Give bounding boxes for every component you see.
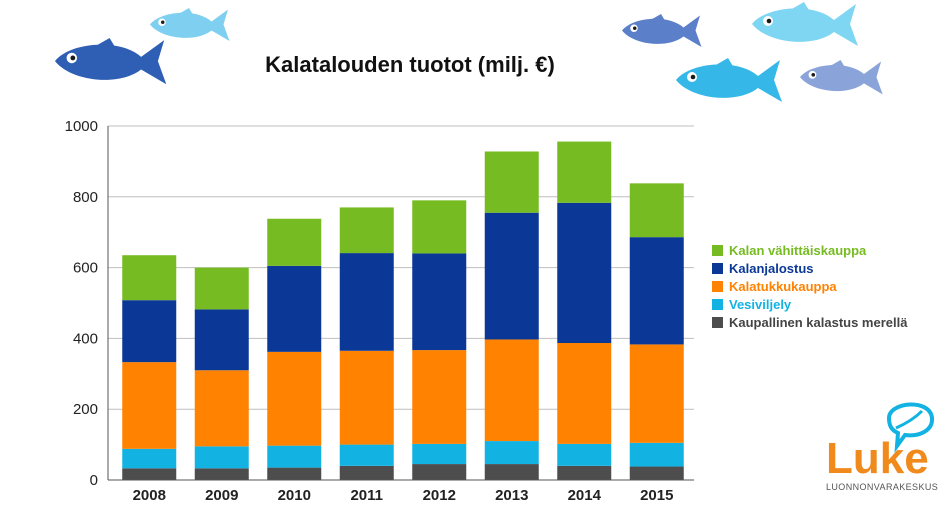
x-tick-label: 2014 [568, 487, 602, 504]
bar-segment [484, 441, 539, 465]
legend-label: Vesiviljely [729, 297, 792, 312]
x-tick-label: 2008 [133, 487, 166, 504]
bar-segment [484, 212, 539, 340]
bar-segment [339, 444, 394, 466]
bar-segment [557, 141, 612, 203]
bar-segment [484, 151, 539, 213]
x-tick-label: 2015 [640, 487, 673, 504]
bar-segment [412, 464, 467, 480]
legend-swatch [712, 263, 723, 274]
bar-segment [557, 343, 612, 444]
legend-label: Kalanjalostus [729, 261, 814, 276]
bar-segment [267, 445, 322, 468]
fish-icon [676, 58, 782, 102]
x-tick-label: 2011 [350, 487, 383, 504]
x-tick-label: 2012 [423, 487, 456, 504]
legend: Kalan vähittäiskauppa Kalanjalostus Kalatu… [712, 243, 908, 330]
luke-logo: Luke LUONNONVARAKESKUS [826, 402, 938, 492]
leaf-speech-icon [886, 402, 934, 453]
fish-icon [622, 14, 702, 47]
fish-icon [800, 60, 883, 95]
fish-decorations [55, 2, 883, 102]
bar-segment [557, 202, 612, 344]
bar-segment [629, 237, 684, 345]
bar-segment [194, 446, 249, 469]
bar-segment [412, 443, 467, 465]
legend-swatch [712, 281, 723, 292]
y-tick-label: 0 [90, 472, 98, 489]
bar-segment [194, 370, 249, 447]
y-tick-label: 1000 [65, 118, 98, 135]
bar-segment [267, 218, 322, 266]
bar-segment [629, 183, 684, 238]
chart-title: Kalatalouden tuotot (milj. €) [265, 52, 555, 77]
y-tick-label: 400 [73, 330, 98, 347]
bar-segment [122, 255, 177, 301]
bar-segment [267, 265, 322, 352]
fish-icon [55, 38, 167, 85]
logo-subtitle: LUONNONVARAKESKUS [826, 482, 938, 492]
y-tick-label: 600 [73, 260, 98, 277]
bar-segment [339, 207, 394, 254]
legend-label: Kalan vähittäiskauppa [729, 243, 867, 258]
bar-segment [339, 350, 394, 445]
fish-icon [752, 2, 858, 46]
legend-swatch [712, 245, 723, 256]
bar-segment [267, 467, 322, 480]
x-tick-label: 2010 [278, 487, 311, 504]
bar-segment [484, 339, 539, 442]
legend-swatch [712, 317, 723, 328]
axes: 0 200 400 600 800 1000 2008 2009 2010 2011 2012 201… [65, 118, 694, 504]
bar-segment [122, 362, 177, 449]
legend-swatch [712, 299, 723, 310]
bar-segment [557, 443, 612, 466]
legend-label: Kaupallinen kalastus merellä [729, 315, 908, 330]
bar-segment [194, 309, 249, 371]
bar-segment [194, 267, 249, 310]
x-tick-label: 2013 [495, 487, 528, 504]
bar-segment [412, 200, 467, 254]
bar-segment [629, 466, 684, 480]
bar-segment [122, 468, 177, 480]
y-tick-label: 800 [73, 189, 98, 206]
fish-icon [150, 8, 230, 41]
bar-segment [629, 344, 684, 443]
bar-segment [412, 350, 467, 444]
bar-segment [484, 464, 539, 480]
bar-segment [122, 300, 177, 363]
bar-segment [267, 351, 322, 446]
bars [122, 141, 684, 480]
y-tick-label: 200 [73, 401, 98, 418]
logo-name: Luke [826, 434, 929, 483]
bar-segment [557, 465, 612, 480]
bar-segment [122, 448, 177, 469]
bar-segment [339, 465, 394, 480]
bar-segment [194, 468, 249, 480]
x-tick-label: 2009 [205, 487, 238, 504]
bar-segment [629, 442, 684, 467]
bar-segment [412, 253, 467, 351]
bar-segment [339, 253, 394, 351]
legend-label: Kalatukkukauppa [729, 279, 837, 294]
